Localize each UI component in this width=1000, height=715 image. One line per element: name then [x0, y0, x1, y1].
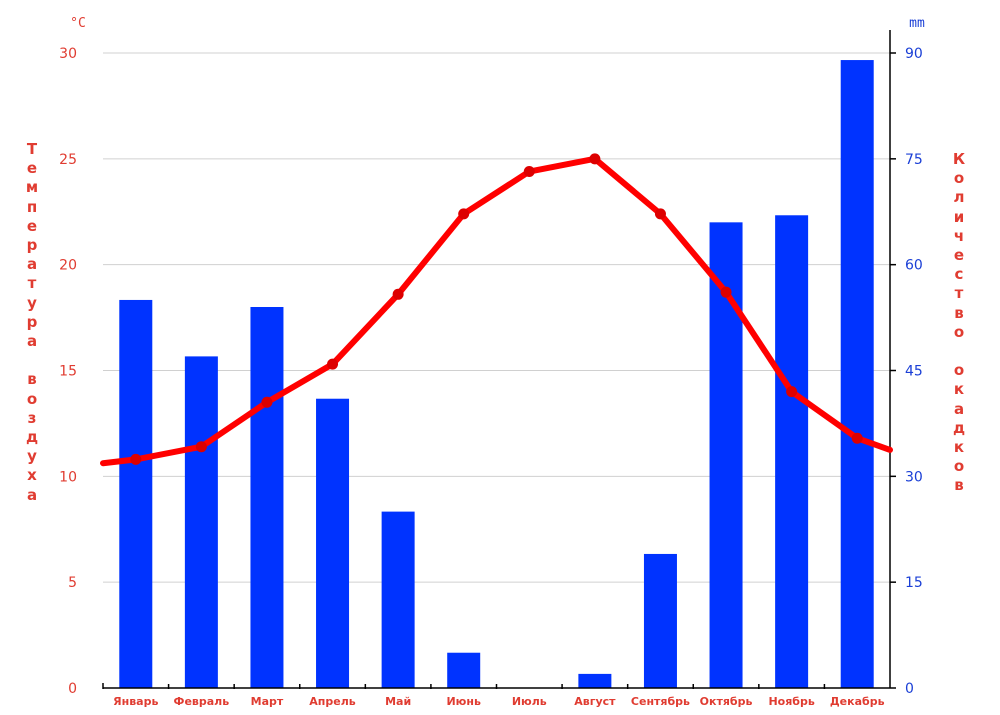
axis-title-char: о	[26, 389, 38, 408]
y-tick-label-right: 30	[905, 469, 923, 485]
x-tick-label: Март	[251, 695, 284, 708]
precipitation-bar	[447, 652, 481, 688]
axis-title-char: м	[25, 178, 39, 197]
axis-title-char: и	[953, 207, 965, 226]
x-tick-label: Январь	[113, 695, 158, 708]
precipitation-bar	[381, 511, 415, 688]
precipitation-bar	[578, 673, 612, 688]
gridlines	[103, 52, 890, 583]
x-tick-label: Ноябрь	[768, 695, 814, 708]
axis-title-char: д	[952, 418, 966, 437]
axis-title-char: ч	[953, 226, 965, 245]
axis-title-char: у	[27, 447, 37, 466]
temperature-line	[100, 153, 893, 467]
axis-title-char: е	[26, 216, 38, 235]
temperature-line-path	[100, 155, 893, 467]
x-tick-label: Май	[385, 695, 411, 708]
x-tick-label: Апрель	[309, 695, 356, 708]
axis-title-char: К	[952, 150, 966, 168]
y-tick-label-left: 0	[68, 681, 77, 697]
precipitation-bars	[119, 60, 874, 689]
axis-title-char: р	[26, 312, 38, 331]
temperature-point	[392, 288, 404, 300]
y-tick-label-right: 60	[905, 258, 923, 274]
temperature-point	[327, 358, 339, 370]
axis-title-char: о	[953, 457, 965, 476]
axis-title-char: у	[27, 293, 37, 312]
precipitation-bar	[775, 215, 809, 688]
axis-title-char: с	[954, 265, 964, 284]
precipitation-bar	[250, 307, 284, 688]
axis-title-char: д	[25, 428, 39, 447]
axis-title-char: а	[26, 255, 38, 274]
x-tick-label: Февраль	[174, 695, 230, 708]
axis-title-char: т	[27, 274, 37, 293]
x-tick-label: Декабрь	[830, 695, 885, 708]
temperature-point	[786, 386, 798, 398]
temperature-point	[589, 153, 601, 165]
temperature-point	[720, 286, 732, 298]
axis-title-char: в	[954, 476, 964, 495]
temperature-point	[195, 441, 207, 453]
axis-title-char: л	[953, 188, 965, 207]
y-tick-label-left: 15	[59, 364, 77, 380]
axis-title-char: к	[953, 380, 965, 399]
axis-title-char	[21, 351, 43, 370]
temperature-point	[523, 166, 535, 178]
precipitation-bar	[316, 398, 350, 688]
y-tick-label-right: 75	[905, 152, 923, 168]
y-tick-label-left: 25	[59, 152, 77, 168]
x-tick-label: Октябрь	[700, 695, 753, 708]
y-unit-left: °C	[70, 16, 86, 31]
axis-title-char: о	[953, 169, 965, 188]
axis-title-char: Т	[26, 140, 38, 158]
y-tick-label-left: 10	[59, 469, 77, 485]
y-tick-label-left: 30	[59, 46, 77, 62]
x-tick-label: Август	[574, 695, 616, 708]
axis-title-char: т	[954, 284, 964, 303]
axis-title-char: х	[27, 466, 37, 485]
axis-title-char: к	[953, 438, 965, 457]
axis-title-char: е	[26, 159, 38, 178]
precipitation-bar	[119, 299, 153, 688]
precipitation-bar	[840, 60, 874, 689]
axis-title-char: а	[953, 399, 965, 418]
axis-title-char: е	[953, 246, 965, 265]
axis-title-char: в	[954, 303, 964, 322]
axis-title-char: з	[27, 408, 37, 427]
precipitation-bar	[709, 222, 743, 689]
precipitation-bar	[643, 553, 677, 688]
x-tick-label: Июль	[512, 695, 547, 708]
axis-title-char: п	[26, 197, 38, 216]
temperature-point	[458, 208, 470, 220]
y-tick-label-right: 15	[905, 575, 923, 591]
temperature-point	[851, 432, 863, 444]
y-unit-right: mm	[909, 16, 925, 31]
axis-title-char: р	[26, 236, 38, 255]
axes	[102, 30, 896, 689]
x-tick-label: Июнь	[446, 695, 481, 708]
x-tick-label: Сентябрь	[631, 695, 690, 708]
axis-title-char: о	[953, 322, 965, 341]
axis-title-char: в	[27, 370, 37, 389]
axis-title-char: о	[953, 361, 965, 380]
y-tick-label-left: 5	[68, 575, 77, 591]
temperature-point	[130, 453, 142, 465]
temperature-point	[261, 396, 273, 408]
y-tick-label-right: 45	[905, 364, 923, 380]
tick-labels: 0 0 5 15 10 30 15 45 20 60 25 75 30 90 °C mm Январь Февра…	[59, 16, 925, 708]
axis-title-char	[948, 342, 970, 361]
temperature-point	[654, 208, 666, 220]
y-tick-label-left: 20	[59, 258, 77, 274]
y-tick-label-right: 90	[905, 46, 923, 62]
precipitation-bar	[184, 356, 218, 688]
y-tick-label-right: 0	[905, 681, 914, 697]
axis-title-char: а	[26, 485, 38, 504]
axis-title-char: а	[26, 332, 38, 351]
